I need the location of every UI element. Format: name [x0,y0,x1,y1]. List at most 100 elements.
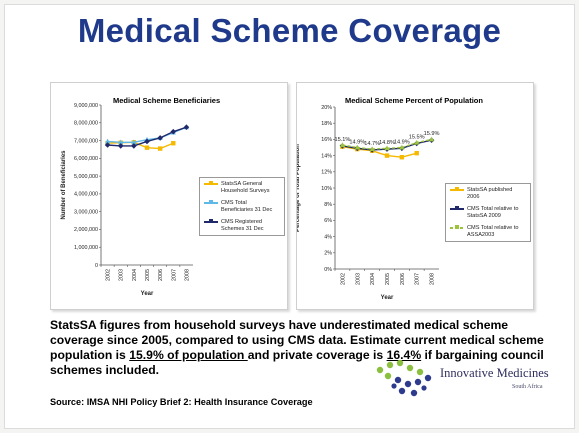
data-label: 14.8% [379,140,395,146]
y-tick-label: 8% [324,202,332,208]
y-tick-label: 0 [95,263,98,269]
data-point [428,136,435,142]
legend-swatch [204,181,218,187]
x-tick-label: 2008 [184,269,190,281]
x-tick-label: 2002 [106,269,112,281]
y-tick-label: 0% [324,267,332,273]
y-tick-label: 8,000,000 [74,121,98,127]
legend-swatch [450,187,464,193]
x-tick-label: 2007 [171,269,177,281]
data-point [414,150,419,156]
data-label: 14.7% [364,141,380,147]
source-citation: Source: IMSA NHI Policy Brief 2: Health … [50,397,313,407]
data-label: 15.9% [424,131,440,137]
legend-item: StatsSA published 2006 [450,187,526,200]
y-tick-label: 6% [324,218,332,224]
y-tick-label: 7,000,000 [74,138,98,144]
data-point [104,142,111,148]
series-line [342,145,417,158]
legend-label: StatsSA General Household Surveys [221,181,270,194]
data-label: 14.9% [349,139,365,145]
summary-part: and private coverage is [247,348,387,362]
legend-item: CMS Total relative to StatsSA 2009 [450,206,526,219]
y-tick-label: 2,000,000 [74,227,98,233]
x-tick-label: 2004 [370,273,376,285]
legend-swatch [204,200,218,206]
beneficiaries-chart: Medical Scheme Beneficiaries 0 1,000,000 2… [50,82,288,310]
legend-item: StatsSA General Household Surveys [204,181,280,194]
y-tick-label: 9,000,000 [74,103,98,109]
x-tick-label: 2008 [430,273,436,285]
x-tick-label: 2002 [340,273,346,285]
data-point [144,138,150,145]
data-point [171,141,176,146]
x-axis-label: Year [141,291,154,297]
data-point [157,146,163,151]
summary-part: StatsSA figures from household surveys h… [50,318,544,362]
x-tick-label: 2003 [355,273,361,285]
y-tick-label: 10% [321,186,332,192]
data-point [354,144,360,150]
y-axis-label: Percentage of Total Population [297,144,301,232]
legend-label: CMS Total relative to StatsSA 2009 [467,206,519,219]
y-tick-label: 2% [324,251,332,257]
data-point [104,138,111,144]
y-tick-label: 4% [324,234,332,240]
x-tick-label: 2005 [385,273,391,285]
legend-item: CMS Total Beneficiaries 31 Dec [204,200,280,213]
summary-part: if bargaining council schemes included. [50,348,544,377]
y-tick-label: 3,000,000 [74,209,98,215]
data-point [369,146,375,152]
y-tick-label: 6,000,000 [74,156,98,162]
x-tick-label: 2005 [145,269,151,281]
x-tick-label: 2007 [415,273,421,285]
data-point [384,145,390,151]
summary-highlight-population: 15.9% of population [129,348,248,362]
legend-label: CMS Total Beneficiaries 31 Dec [221,200,273,213]
legend-label: StatsSA published 2006 [467,187,513,200]
legend-item: CMS Total relative to ASSA2003 [450,225,526,238]
data-point [144,145,150,150]
data-point [117,143,124,149]
y-tick-label: 20% [321,105,332,111]
y-tick-label: 1,000,000 [74,245,98,251]
x-tick-label: 2006 [400,273,406,285]
logo-text: Innovative Medicines [440,366,549,380]
legend-swatch [204,219,218,225]
data-point [399,144,405,150]
x-axis-label: Year [381,295,394,301]
chart-title: Medical Scheme Beneficiaries [113,96,221,105]
data-label: 14.9% [394,139,410,145]
legend-swatch [450,206,464,212]
chart-legend: StatsSA General Household Surveys CMS To… [199,177,285,236]
chart-title: Medical Scheme Percent of Population [345,96,483,105]
legend-label: CMS Total relative to ASSA2003 [467,225,519,238]
chart-legend: StatsSA published 2006 CMS Total relativ… [445,183,531,242]
percent-population-chart-svg: 0% 2% 4% 6% 8% 10% 12% 14% 16% 18% 20% 2002 2003 2004… [297,105,440,301]
summary-highlight-private: 16.4% [386,348,422,362]
x-tick-label: 2006 [158,269,164,281]
legend-item: CMS Registered Schemes 31 Dec [204,219,280,232]
beneficiaries-chart-svg: 0 1,000,000 2,000,000 3,000,000 4,000,000 5,0… [61,103,193,297]
percent-population-chart: Medical Scheme Percent of Population 0% 2… [296,82,534,310]
y-tick-label: 18% [321,121,332,127]
innovative-medicines-logo-icon [376,359,432,397]
x-tick-label: 2003 [119,269,125,281]
legend-swatch [450,225,464,231]
legend-label: CMS Registered Schemes 31 Dec [221,219,264,232]
data-point [118,139,124,145]
data-point [131,139,137,145]
data-point [339,142,346,148]
y-axis-label: Number of Beneficiaries [61,150,67,220]
x-tick-label: 2004 [132,269,138,281]
slide-title: Medical Scheme Coverage [77,12,502,49]
data-point [414,139,420,145]
y-tick-label: 4,000,000 [74,192,98,198]
y-tick-label: 16% [321,137,332,143]
summary-text: StatsSA figures from household surveys h… [50,318,550,378]
data-point [384,153,390,158]
data-label: 15.5% [409,134,425,140]
y-tick-label: 12% [321,170,332,176]
logo-subtext: South Africa [512,384,543,390]
data-point [399,155,405,160]
